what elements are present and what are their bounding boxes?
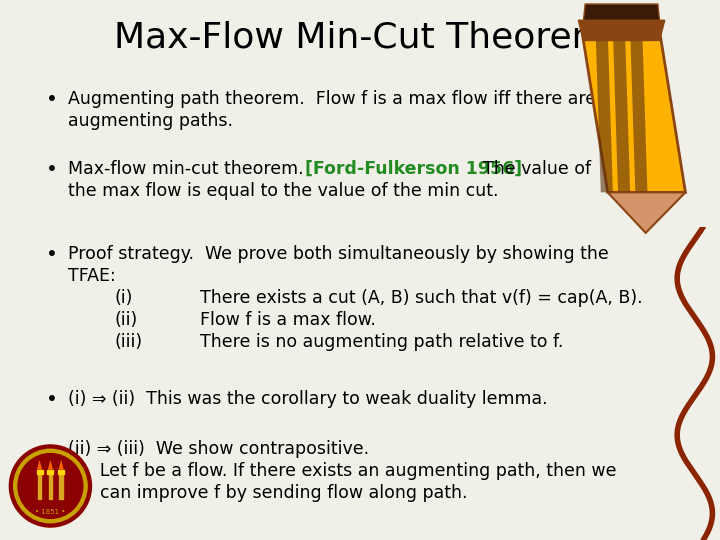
Text: There is no augmenting path relative to f.: There is no augmenting path relative to … — [200, 333, 563, 351]
Polygon shape — [613, 30, 630, 192]
Circle shape — [18, 454, 83, 518]
Polygon shape — [608, 192, 685, 233]
Bar — [58, 470, 64, 474]
Circle shape — [9, 445, 91, 527]
Text: Proof strategy.  We prove both simultaneously by showing the: Proof strategy. We prove both simultaneo… — [68, 245, 608, 263]
Polygon shape — [630, 30, 647, 192]
Polygon shape — [37, 460, 42, 470]
Text: Flow f is a max flow.: Flow f is a max flow. — [200, 311, 376, 329]
Bar — [48, 470, 53, 474]
Text: •: • — [46, 440, 58, 459]
Text: Augmenting path theorem.  Flow f is a max flow iff there are no: Augmenting path theorem. Flow f is a max… — [68, 90, 624, 108]
Text: •: • — [46, 390, 58, 409]
Text: • 1851 •: • 1851 • — [35, 509, 66, 515]
Text: •: • — [46, 90, 58, 109]
Circle shape — [14, 449, 87, 523]
Bar — [37, 470, 42, 474]
Text: (iii): (iii) — [115, 333, 143, 351]
Text: Max-flow min-cut theorem.: Max-flow min-cut theorem. — [68, 160, 315, 178]
Polygon shape — [578, 20, 665, 40]
Text: •: • — [46, 160, 58, 179]
Text: –  Let f be a flow. If there exists an augmenting path, then we: – Let f be a flow. If there exists an au… — [80, 462, 616, 480]
Text: augmenting paths.: augmenting paths. — [68, 112, 233, 130]
Bar — [49, 473, 52, 499]
Bar — [60, 473, 63, 499]
Bar — [38, 473, 41, 499]
Text: the max flow is equal to the value of the min cut.: the max flow is equal to the value of th… — [68, 182, 498, 200]
Polygon shape — [58, 460, 64, 470]
Text: TFAE:: TFAE: — [68, 267, 116, 285]
Text: (i) ⇒ (ii)  This was the corollary to weak duality lemma.: (i) ⇒ (ii) This was the corollary to wea… — [68, 390, 548, 408]
Text: (ii) ⇒ (iii)  We show contrapositive.: (ii) ⇒ (iii) We show contrapositive. — [68, 440, 369, 458]
Polygon shape — [48, 460, 53, 470]
Text: There exists a cut (A, B) such that v(f) = cap(A, B).: There exists a cut (A, B) such that v(f)… — [200, 289, 643, 307]
Polygon shape — [583, 4, 660, 20]
Text: Max-Flow Min-Cut Theorem: Max-Flow Min-Cut Theorem — [114, 21, 606, 55]
Polygon shape — [582, 30, 685, 192]
Polygon shape — [595, 30, 613, 192]
Text: (ii): (ii) — [115, 311, 138, 329]
Text: (i): (i) — [115, 289, 133, 307]
Text: •: • — [46, 245, 58, 264]
Text: [Ford-Fulkerson 1956]: [Ford-Fulkerson 1956] — [305, 160, 522, 178]
Text: can improve f by sending flow along path.: can improve f by sending flow along path… — [100, 484, 467, 502]
Text: The value of: The value of — [472, 160, 591, 178]
